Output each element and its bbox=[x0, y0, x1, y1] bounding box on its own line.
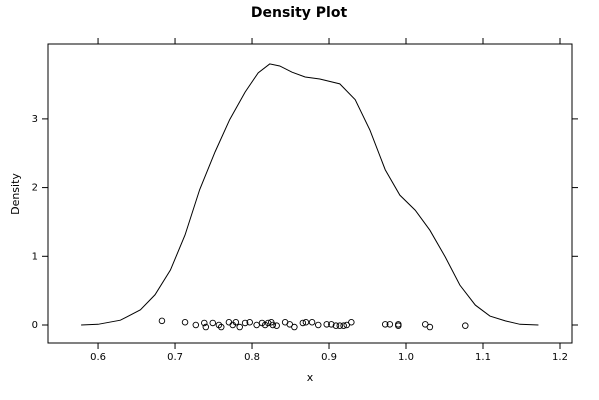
plot-frame bbox=[47, 43, 573, 344]
data-point bbox=[286, 321, 294, 328]
data-point bbox=[340, 322, 347, 329]
data-point bbox=[273, 322, 280, 329]
x-tick-label: 1.2 bbox=[552, 352, 568, 363]
data-point bbox=[246, 319, 253, 326]
x-tick-label: 0.6 bbox=[90, 352, 106, 363]
data-point bbox=[332, 322, 340, 329]
data-point bbox=[209, 319, 217, 327]
data-point bbox=[291, 323, 298, 331]
data-point bbox=[395, 322, 402, 329]
data-point bbox=[236, 323, 243, 331]
data-point bbox=[426, 323, 434, 331]
y-tick-label: 1 bbox=[32, 251, 38, 262]
x-tick-label: 0.9 bbox=[321, 352, 337, 363]
data-point bbox=[386, 321, 394, 328]
x-tick-label: 0.7 bbox=[167, 352, 183, 363]
data-point bbox=[225, 319, 233, 326]
y-axis-title: Density bbox=[9, 173, 22, 215]
data-point bbox=[269, 321, 277, 329]
data-point bbox=[314, 321, 322, 329]
data-point bbox=[308, 319, 316, 326]
y-tick-label: 0 bbox=[32, 320, 38, 331]
data-point bbox=[299, 319, 307, 327]
y-tick-label: 3 bbox=[32, 114, 38, 125]
x-tick-label: 0.8 bbox=[244, 352, 260, 363]
y-tick-label: 2 bbox=[32, 183, 38, 194]
data-point bbox=[201, 319, 208, 327]
data-point bbox=[192, 321, 200, 329]
density-curve bbox=[81, 63, 539, 326]
data-point bbox=[241, 319, 249, 327]
data-point bbox=[302, 319, 310, 326]
data-point bbox=[202, 323, 210, 331]
x-axis-title: x bbox=[307, 371, 314, 384]
data-point bbox=[336, 322, 344, 329]
data-point bbox=[343, 321, 350, 329]
data-point bbox=[217, 323, 225, 331]
data-point bbox=[158, 317, 166, 325]
data-point bbox=[232, 319, 240, 326]
data-point bbox=[323, 321, 330, 328]
data-point bbox=[348, 319, 355, 326]
data-point bbox=[462, 322, 469, 329]
x-tick-label: 1.0 bbox=[398, 352, 414, 363]
data-point bbox=[381, 321, 389, 328]
chart-title: Density Plot bbox=[251, 5, 348, 21]
data-point bbox=[328, 321, 335, 328]
data-point bbox=[422, 321, 429, 328]
data-point bbox=[181, 319, 189, 326]
x-tick-label: 1.1 bbox=[475, 352, 491, 363]
data-point bbox=[253, 321, 260, 329]
